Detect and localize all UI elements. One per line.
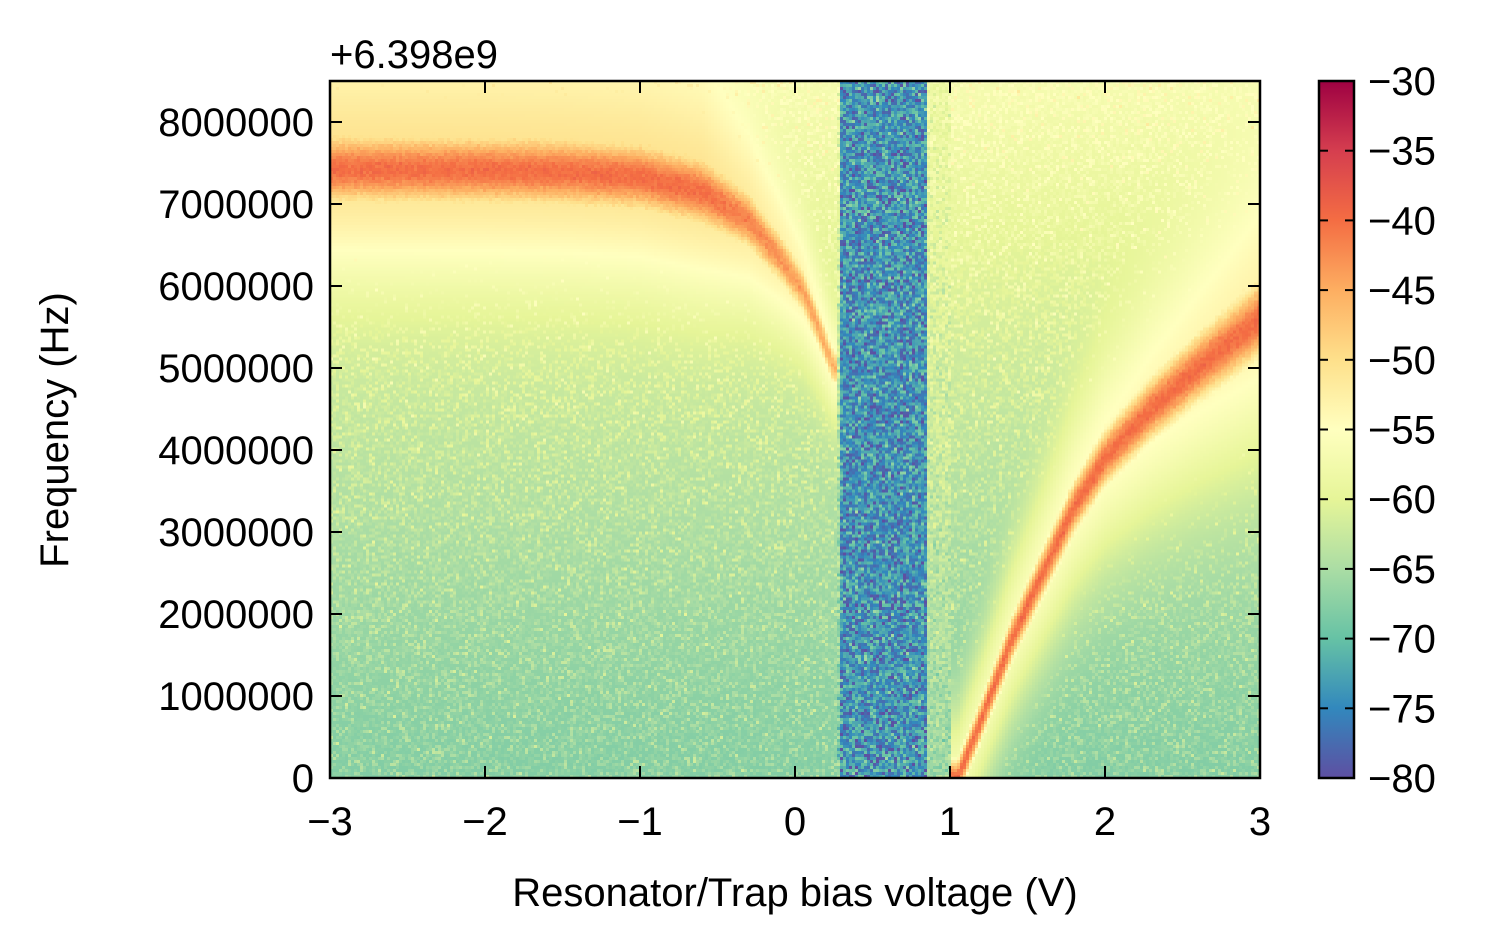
x-tick-label: 2 [1094, 800, 1116, 844]
colorbar-tick-label: −75 [1368, 687, 1436, 731]
x-tick-label: 0 [784, 800, 806, 844]
y-axis-ticks: 0 1000000 2000000 3000000 4000000 5000000 6000… [158, 101, 1260, 801]
y-tick-label: 5000000 [158, 347, 314, 391]
x-tick-label: −1 [617, 800, 663, 844]
plot-frame [328, 79, 1262, 780]
x-axis-label: Resonator/Trap bias voltage (V) [512, 871, 1077, 915]
y-tick-label: 8000000 [158, 101, 314, 145]
colorbar-tick-label: −70 [1368, 618, 1436, 662]
colorbar-tick-label: −65 [1368, 548, 1436, 592]
heatmap-raster [330, 81, 1260, 778]
x-tick-label: −3 [307, 800, 353, 844]
y-offset-label: +6.398e9 [330, 33, 498, 77]
x-tick-label: 3 [1249, 800, 1271, 844]
y-tick-label: 4000000 [158, 429, 314, 473]
y-tick-label: 7000000 [158, 183, 314, 227]
colorbar-tick-label: −35 [1368, 130, 1436, 174]
colorbar-tick-label: −55 [1368, 409, 1436, 453]
colorbar-tick-label: −30 [1368, 60, 1436, 104]
x-tick-label: 1 [939, 800, 961, 844]
colorbar-tick-label: −40 [1368, 199, 1436, 243]
colorbar-ticks: −30 −35 −40 −45 −50 −55 −60 −65 −70 −75 −80 [1319, 60, 1436, 801]
colorbar-tick-label: −80 [1368, 757, 1436, 801]
colorbar-tick-label: −45 [1368, 269, 1436, 313]
y-tick-label: 0 [292, 757, 314, 801]
y-tick-label: 1000000 [158, 675, 314, 719]
y-tick-label: 3000000 [158, 511, 314, 555]
x-tick-label: −2 [462, 800, 508, 844]
x-axis-ticks: −3 −2 −1 0 1 2 3 [307, 81, 1271, 844]
colorbar-tick-label: −50 [1368, 339, 1436, 383]
y-tick-label: 6000000 [158, 265, 314, 309]
y-axis-label: Frequency (Hz) [33, 292, 77, 568]
colorbar-tick-label: −60 [1368, 478, 1436, 522]
y-tick-label: 2000000 [158, 593, 314, 637]
